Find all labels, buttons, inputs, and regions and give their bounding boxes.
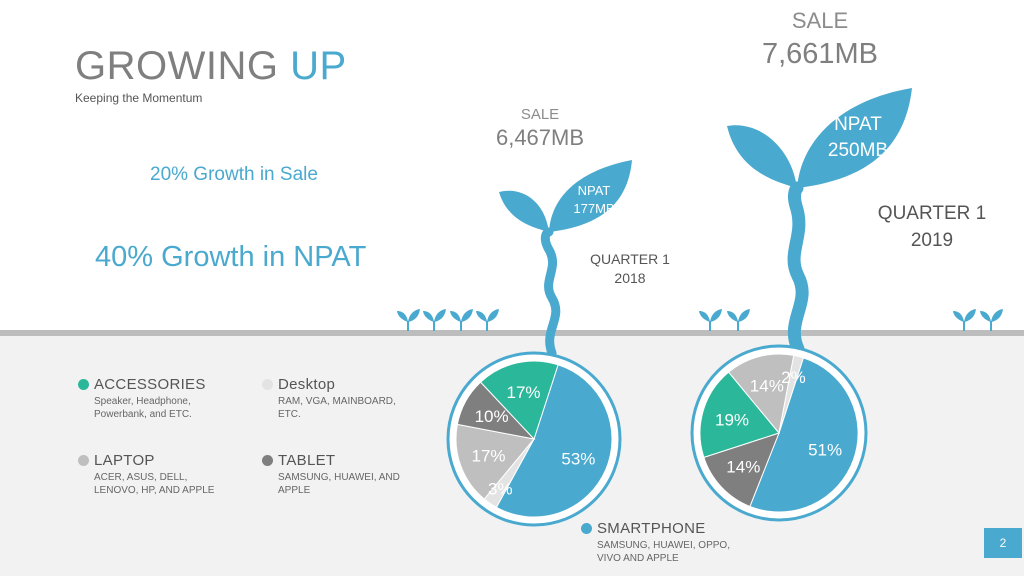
legend-smartphone-desc-1: SAMSUNG, HUAWEI, OPPO,	[597, 540, 730, 551]
npat-2019-label: NPAT	[834, 114, 882, 135]
legend-smartphone-title: SMARTPHONE	[597, 520, 706, 537]
legend-accessories-desc-1: Speaker, Headphone,	[94, 396, 191, 407]
quarter-2018-year: 2018	[614, 270, 646, 286]
sale-2019-label: SALE	[791, 8, 849, 33]
pie-label-tablet: 14%	[726, 458, 760, 477]
pie-slice-accessories	[479, 360, 559, 440]
legend-laptop-title: LAPTOP	[94, 452, 155, 469]
pie-label-tablet: 10%	[475, 407, 509, 426]
pie-slice-laptop	[455, 423, 535, 500]
plant-2018-leaf-right	[549, 160, 632, 232]
page-subtitle: Keeping the Momentum	[75, 91, 203, 105]
legend-laptop-desc-2: LENOVO, HP, AND APPLE	[94, 485, 215, 496]
npat-2018-value: 177MB	[573, 201, 615, 216]
sprout-icon	[476, 309, 499, 331]
legend-tablet: TABLET SAMSUNG, HUAWEI, AND APPLE	[262, 452, 432, 497]
smartphone-dot	[581, 523, 592, 534]
npat-2019-value: 250MB	[827, 140, 889, 161]
pie-slice-desktop	[778, 354, 805, 434]
legend-smartphone: SMARTPHONE SAMSUNG, HUAWEI, OPPO, VIVO AN…	[581, 520, 761, 565]
plant-2019-leaf-right	[797, 88, 912, 188]
sprout-icon	[980, 309, 1003, 331]
sprout-icon	[450, 309, 473, 331]
title-part-1: GROWING	[75, 44, 279, 88]
quarter-2019-label: QUARTER 1	[877, 203, 987, 224]
legend-desktop: Desktop RAM, VGA, MAINBOARD, ETC.	[262, 376, 432, 421]
legend-desktop-title: Desktop	[278, 376, 336, 393]
legend-smartphone-desc-2: VIVO AND APPLE	[597, 553, 679, 564]
plant-2018-stem	[540, 227, 561, 358]
legend-tablet-desc-2: APPLE	[278, 485, 311, 496]
legend-tablet-title: TABLET	[278, 452, 336, 469]
legend-accessories-desc-2: Powerbank, and ETC.	[94, 409, 192, 420]
title-part-2: UP	[290, 44, 347, 88]
pie-label-desktop: 3%	[488, 480, 513, 499]
sale-growth-text: 20% Growth in Sale	[150, 164, 318, 185]
legend-accessories: ACCESSORIES Speaker, Headphone, Powerbank…	[78, 376, 248, 421]
pie-label-laptop: 17%	[471, 447, 505, 466]
sprouts	[397, 309, 1003, 331]
plant-2019-leaf-left	[727, 125, 797, 188]
page-number-badge: 2	[984, 528, 1022, 558]
legend-tablet-desc-1: SAMSUNG, HUAWEI, AND	[278, 472, 400, 483]
quarter-2018-label: QUARTER 1	[590, 251, 670, 267]
sprout-icon	[953, 309, 976, 331]
pie-slice-accessories	[699, 371, 780, 459]
quarter-2019-year: 2019	[910, 230, 954, 251]
sprout-icon	[423, 309, 446, 331]
pie-chart-2019: 51%14%19%14%2%	[690, 344, 868, 522]
pie-chart-2018: 53% 3% 17% 10% 17%	[446, 351, 622, 527]
sale-2018-label: SALE	[520, 106, 560, 123]
legend-accessories-title: ACCESSORIES	[94, 376, 206, 393]
npat-2018-label: NPAT	[577, 183, 611, 198]
page-title: GROWING UP	[75, 44, 347, 89]
pie-label-smartphone: 51%	[808, 441, 842, 460]
pie-slice-laptop	[727, 353, 795, 435]
pie-label-smartphone: 53%	[561, 449, 595, 468]
plant-2019-stem	[787, 181, 809, 356]
page-number: 2	[999, 536, 1007, 550]
legend-laptop-desc-1: ACER, ASUS, DELL,	[94, 472, 188, 483]
tablet-dot	[262, 455, 273, 466]
pie-slice-smartphone	[749, 357, 859, 513]
sprout-icon	[699, 309, 722, 331]
accessories-dot	[78, 379, 89, 390]
ground-line	[0, 330, 1024, 336]
legend-desktop-desc-1: RAM, VGA, MAINBOARD,	[278, 396, 396, 407]
sale-2019-value: 7,661MB	[761, 38, 879, 70]
sale-2018-value: 6,467MB	[495, 125, 585, 150]
desktop-dot	[262, 379, 273, 390]
legend-desktop-desc-2: ETC.	[278, 409, 301, 420]
laptop-dot	[78, 455, 89, 466]
pie-slice-smartphone	[495, 364, 613, 518]
pie-label-laptop: 14%	[750, 377, 784, 396]
legend-laptop: LAPTOP ACER, ASUS, DELL, LENOVO, HP, AND …	[78, 452, 248, 497]
pie-label-accessories: 19%	[715, 411, 749, 430]
sprout-icon	[727, 309, 750, 331]
sprout-icon	[397, 309, 420, 331]
pie-label-desktop: 2%	[781, 368, 806, 387]
pie-label-accessories: 17%	[506, 383, 540, 402]
npat-growth-text: 40% Growth in NPAT	[95, 241, 367, 273]
plant-2018-leaf-left	[499, 190, 549, 232]
